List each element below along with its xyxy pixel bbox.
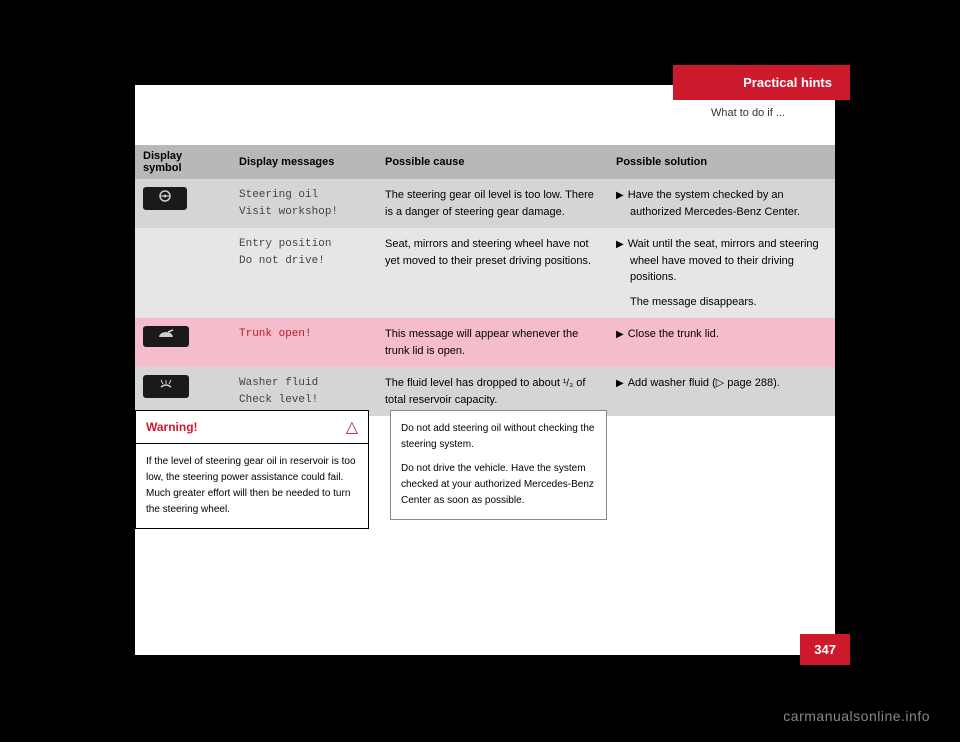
messages-table: Display symbol Display messages Possible… [135, 145, 835, 416]
solution-cell: ▶ Add washer fluid (▷ page 288). [608, 367, 835, 416]
trunk-open-icon [143, 326, 189, 347]
triangle-icon: ▶ [616, 329, 624, 340]
table-row: Trunk open! This message will appear whe… [135, 318, 835, 367]
note-p1: Do not add steering oil without checking… [401, 421, 596, 453]
solution-cell: ▶ Have the system checked by an authorize… [608, 179, 835, 228]
section-tab: Practical hints [673, 65, 850, 100]
note-body: Do not add steering oil without checking… [391, 411, 606, 519]
msg-line: Washer fluid [239, 375, 369, 392]
cause-cell: The steering gear oil level is too low. … [377, 179, 608, 228]
solution-text: Have the system checked by an authorized… [628, 189, 800, 218]
cause-cell: This message will appear whenever the tr… [377, 318, 608, 367]
symbol-cell [135, 318, 231, 367]
solution-text: Add washer fluid (▷ page 288). [628, 377, 780, 389]
table-row: Steering oil Visit workshop! The steerin… [135, 179, 835, 228]
triangle-icon: ▶ [616, 378, 624, 389]
message-cell: Washer fluid Check level! [231, 367, 377, 416]
col-cause: Possible cause [377, 145, 608, 179]
cause-fraction: ¹/₃ [563, 378, 573, 389]
msg-line: Check level! [239, 392, 369, 409]
msg-line: Do not drive! [239, 253, 369, 270]
msg-line: Entry position [239, 236, 369, 253]
message-cell: Steering oil Visit workshop! [231, 179, 377, 228]
message-cell: Entry position Do not drive! [231, 228, 377, 318]
section-subtitle: What to do if ... [711, 107, 785, 119]
solution-text-2: The message disappears. [630, 294, 827, 311]
symbol-cell [135, 228, 231, 318]
msg-line: Trunk open! [239, 326, 369, 343]
note-box: Do not add steering oil without checking… [390, 410, 607, 520]
solution-text: Close the trunk lid. [628, 328, 719, 340]
solution-cell: ▶ Wait until the seat, mirrors and steeri… [608, 228, 835, 318]
washer-fluid-icon [143, 375, 189, 398]
table-row: Washer fluid Check level! The fluid leve… [135, 367, 835, 416]
warning-title: Warning! [146, 420, 198, 434]
cause-cell: The fluid level has dropped to about ¹/₃… [377, 367, 608, 416]
warning-header: Warning! △ [136, 411, 368, 444]
message-cell: Trunk open! [231, 318, 377, 367]
warning-body: If the level of steering gear oil in res… [136, 444, 368, 528]
col-solution: Possible solution [608, 145, 835, 179]
table-row: Entry position Do not drive! Seat, mirro… [135, 228, 835, 318]
symbol-cell [135, 367, 231, 416]
watermark: carmanualsonline.info [783, 708, 930, 724]
col-symbol: Display symbol [135, 145, 231, 179]
cause-pre: The fluid level has dropped to about [385, 377, 563, 389]
col-messages: Display messages [231, 145, 377, 179]
triangle-icon: ▶ [616, 239, 624, 250]
msg-line: Steering oil [239, 187, 369, 204]
note-p2: Do not drive the vehicle. Have the syste… [401, 461, 596, 509]
warning-triangle-icon: △ [346, 417, 358, 437]
table-header-row: Display symbol Display messages Possible… [135, 145, 835, 179]
solution-cell: ▶ Close the trunk lid. [608, 318, 835, 367]
warning-box: Warning! △ If the level of steering gear… [135, 410, 369, 529]
steering-wheel-icon [143, 187, 187, 210]
solution-text: Wait until the seat, mirrors and steerin… [628, 238, 819, 283]
cause-cell: Seat, mirrors and steering wheel have no… [377, 228, 608, 318]
msg-line: Visit workshop! [239, 204, 369, 221]
symbol-cell [135, 179, 231, 228]
triangle-icon: ▶ [616, 190, 624, 201]
page-number: 347 [800, 634, 850, 665]
manual-page: Practical hints What to do if ... Displa… [135, 85, 835, 655]
